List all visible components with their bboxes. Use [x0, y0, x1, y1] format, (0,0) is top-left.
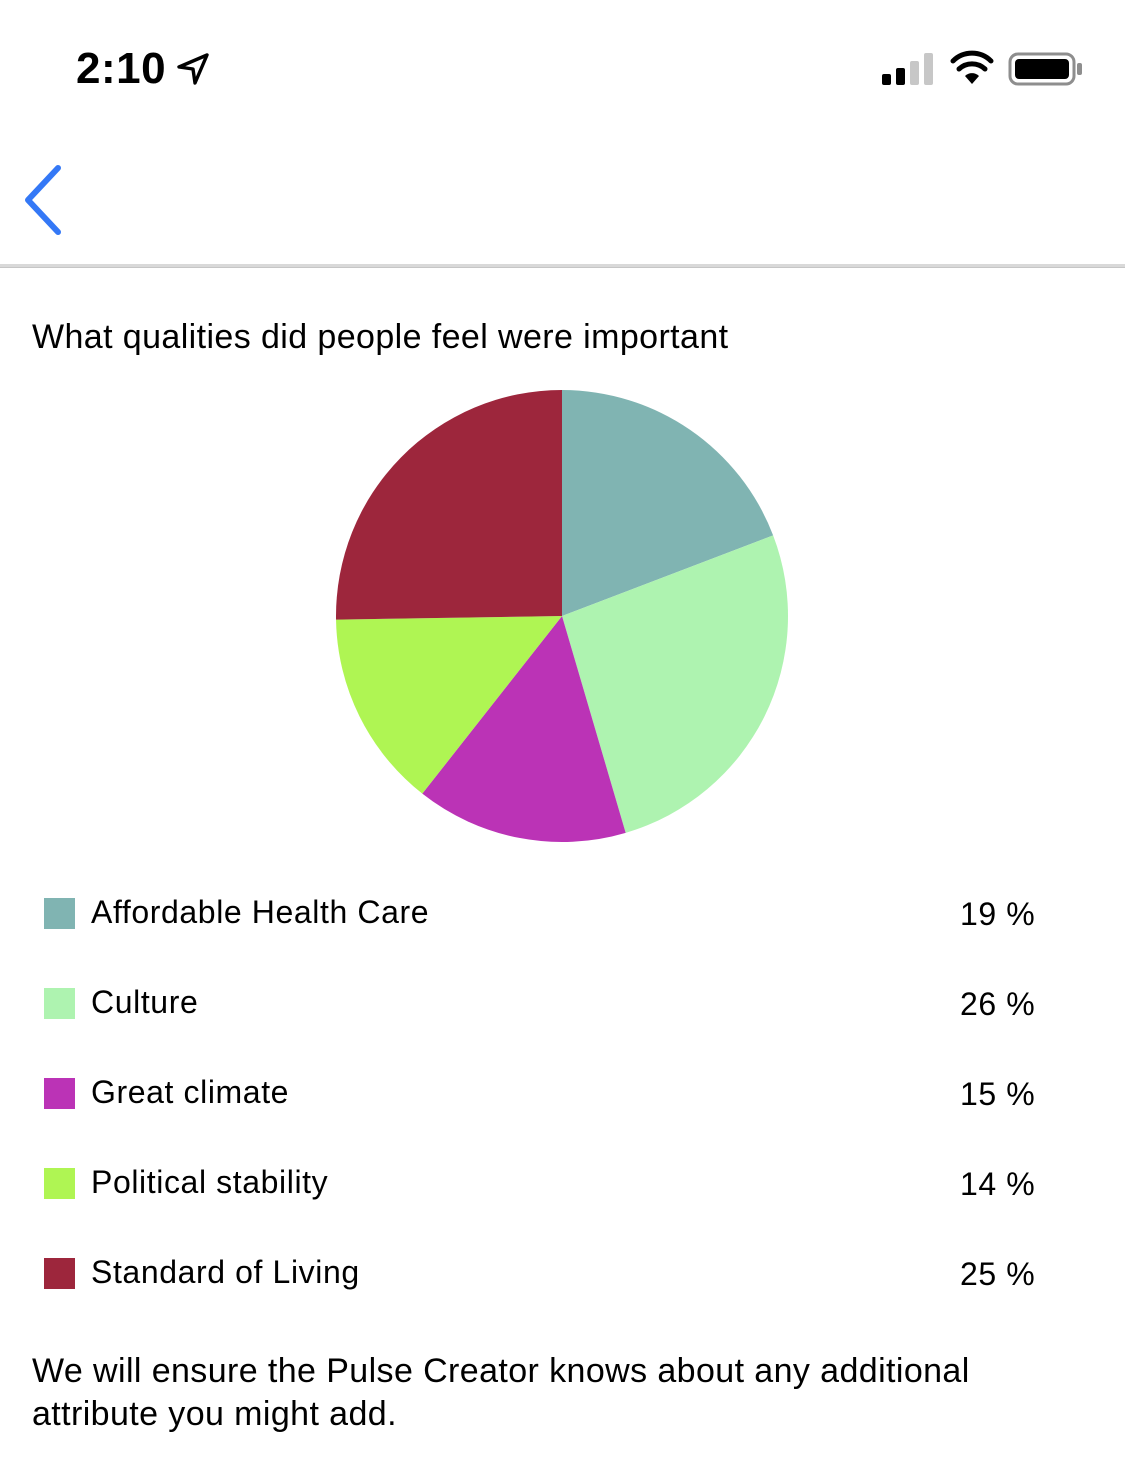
legend-swatch — [44, 988, 75, 1019]
legend-item-standard-of-living: Standard of Living 25 % — [44, 1240, 1084, 1300]
legend-item-great-climate: Great climate 15 % — [44, 1060, 1084, 1120]
nav-bar — [0, 140, 1125, 268]
back-button[interactable] — [18, 162, 74, 238]
pie-slice-political-stability — [336, 616, 562, 794]
legend-value: 19 % — [960, 896, 1036, 932]
pie-slice-standard-of-living — [336, 390, 562, 620]
pie-slice-affordable-health-care — [562, 390, 774, 616]
legend-swatch — [44, 1078, 75, 1109]
legend-swatch — [44, 898, 75, 929]
location-arrow-icon — [177, 53, 209, 85]
legend-item-culture: Culture 26 % — [44, 970, 1084, 1030]
pie-slice-great-climate — [422, 616, 626, 842]
legend-value: 25 % — [960, 1256, 1036, 1292]
legend-value: 26 % — [960, 986, 1036, 1022]
footer-note: We will ensure the Pulse Creator knows a… — [32, 1352, 970, 1433]
wifi-icon — [950, 50, 994, 84]
legend-label: Standard of Living — [91, 1254, 360, 1290]
legend-value: 14 % — [960, 1166, 1036, 1202]
pie-slice-culture — [562, 535, 788, 833]
signal-icon — [882, 53, 933, 85]
legend-label: Affordable Health Care — [91, 894, 430, 930]
question-title: What qualities did people feel were impo… — [32, 318, 729, 356]
legend-swatch — [44, 1168, 75, 1199]
legend-item-affordable-health-care: Affordable Health Care 19 % — [44, 880, 1084, 940]
battery-icon — [1008, 52, 1082, 86]
legend-label: Political stability — [91, 1164, 329, 1200]
legend-swatch — [44, 1258, 75, 1289]
legend-value: 15 % — [960, 1076, 1036, 1112]
legend-item-political-stability: Political stability 14 % — [44, 1150, 1084, 1210]
legend-label: Culture — [91, 984, 199, 1020]
chevron-left-icon — [25, 165, 61, 235]
status-bar: 2:10 — [0, 0, 1125, 140]
nav-divider — [0, 264, 1125, 268]
pie-chart — [336, 390, 788, 842]
legend-label: Great climate — [91, 1074, 290, 1110]
status-time: 2:10 — [76, 44, 167, 93]
